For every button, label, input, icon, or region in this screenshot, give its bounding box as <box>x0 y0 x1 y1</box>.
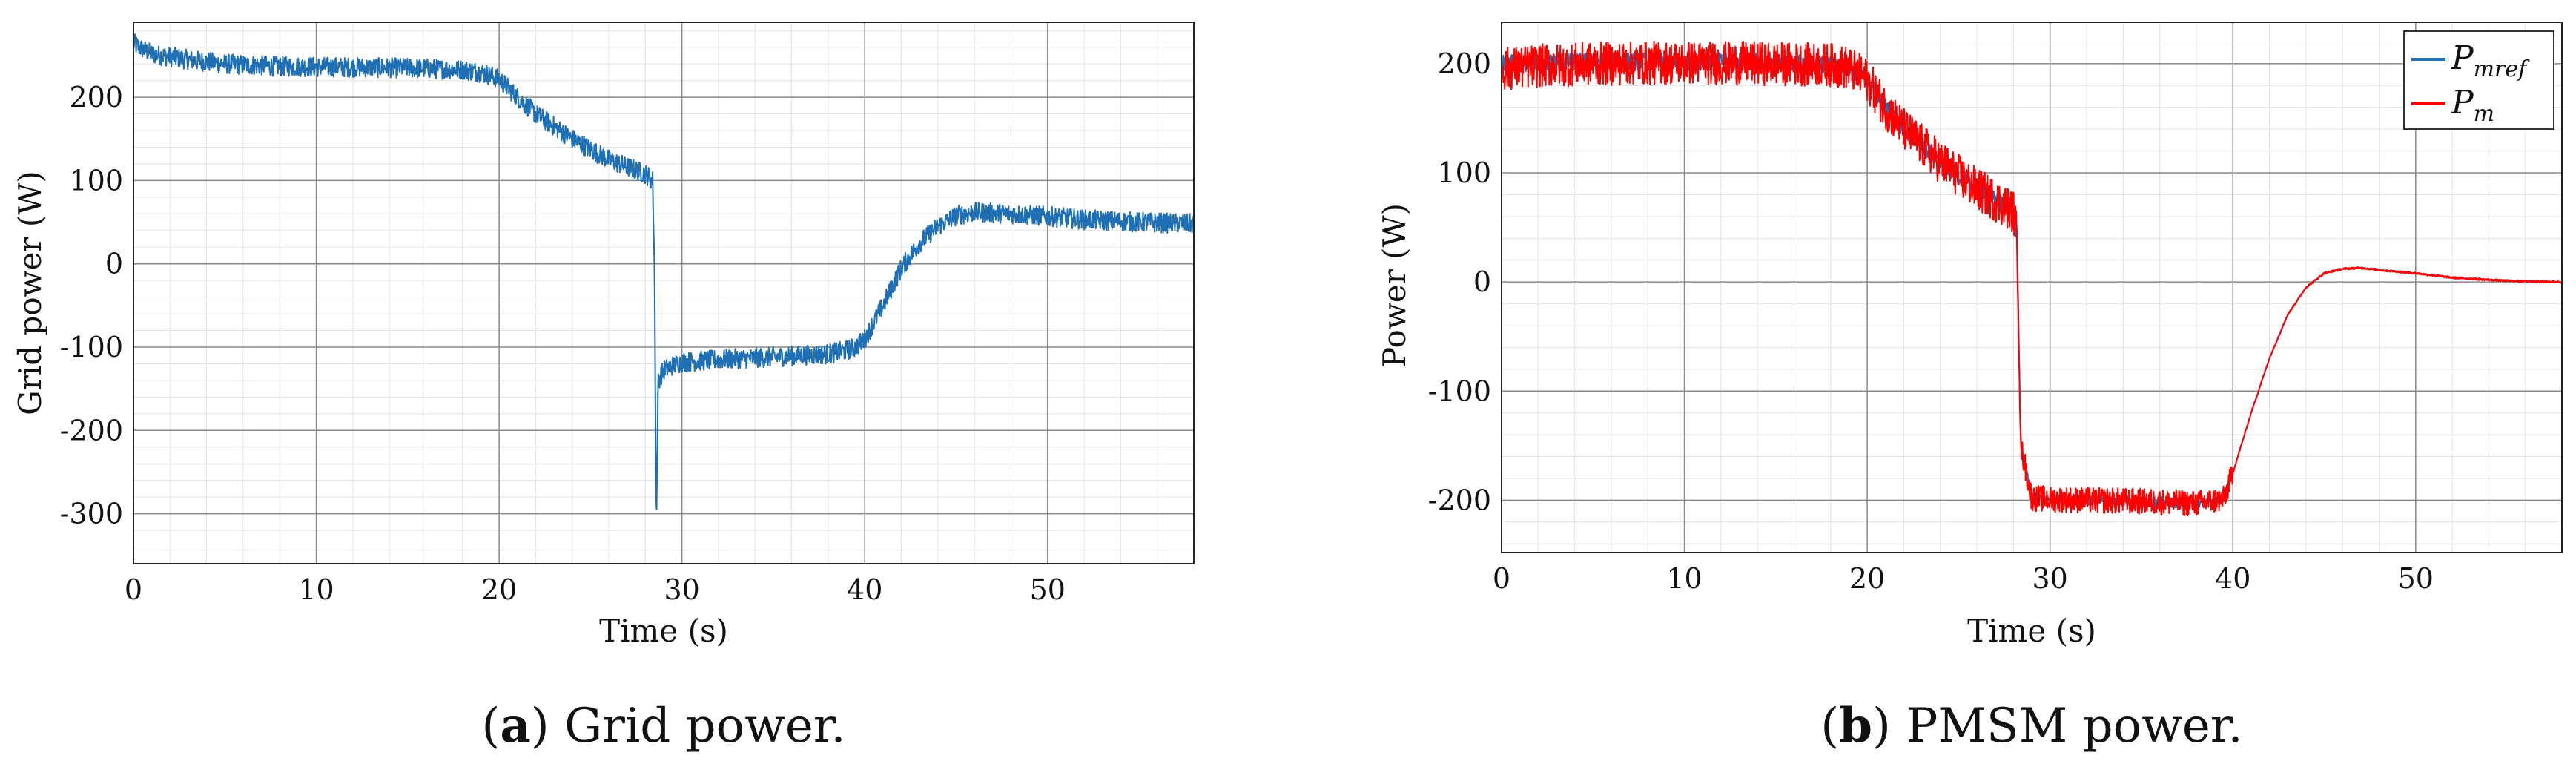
data-series <box>1501 40 2563 517</box>
y-tick-label: 200 <box>1437 47 1491 80</box>
x-tick-labels: 0 10 20 30 40 50 <box>125 573 1066 606</box>
y-tick-label: -100 <box>60 331 123 363</box>
chart-panel-pmsm-power: 0 10 20 30 40 50 200 100 0 -100 -200 Time (s) Pow… <box>1376 22 2563 754</box>
x-tick-label: 50 <box>2398 562 2434 595</box>
major-grid <box>133 22 1194 564</box>
x-tick-label: 20 <box>481 573 517 606</box>
series-line-p-m <box>1501 40 2563 517</box>
data-series <box>133 33 1195 511</box>
caption-a: (a) Grid power. <box>481 698 845 754</box>
x-tick-label: 10 <box>298 573 334 606</box>
x-axis-label: Time (s) <box>599 613 728 649</box>
plot-area <box>1502 22 2562 553</box>
plot-frame <box>1501 22 2563 553</box>
x-tick-labels: 0 10 20 30 40 50 <box>1493 562 2434 595</box>
y-tick-label: -300 <box>60 498 123 530</box>
plot-area <box>133 22 1194 564</box>
plot-frame <box>133 22 1195 564</box>
y-tick-label: -200 <box>60 414 123 447</box>
x-tick-label: 30 <box>664 573 699 606</box>
y-axis-label: Grid power (W) <box>12 171 48 415</box>
x-tick-label: 0 <box>125 573 142 606</box>
caption-b: (b) PMSM power. <box>1820 698 2242 754</box>
y-tick-labels: 200 100 0 -100 -200 -300 <box>60 81 123 530</box>
legend-label-p-mref: Pmref <box>2451 39 2530 82</box>
y-tick-label: 100 <box>1437 157 1491 189</box>
y-tick-label: -200 <box>1428 484 1491 516</box>
y-axis-label: Power (W) <box>1376 203 1413 368</box>
y-tick-label: 200 <box>69 81 123 113</box>
caption-label-a: a <box>500 698 530 754</box>
legend: Pmref Pm <box>2403 30 2554 130</box>
legend-label-p-m: Pm <box>2451 84 2494 127</box>
series-line-grid-power <box>133 33 1195 511</box>
x-tick-label: 10 <box>1666 562 1702 595</box>
x-tick-label: 40 <box>2215 562 2250 595</box>
x-tick-label: 20 <box>1849 562 1885 595</box>
caption-label-b: b <box>1839 698 1872 754</box>
caption-text-a: Grid power. <box>564 699 846 754</box>
y-tick-label: 100 <box>69 164 123 197</box>
x-axis-label: Time (s) <box>1967 613 2096 649</box>
x-tick-label: 40 <box>847 573 882 606</box>
caption-text-b: PMSM power. <box>1906 699 2242 754</box>
legend-box <box>2403 30 2554 130</box>
x-tick-label: 30 <box>2032 562 2067 595</box>
y-tick-label: -100 <box>1428 375 1491 407</box>
y-tick-labels: 200 100 0 -100 -200 <box>1428 47 1491 516</box>
y-tick-label: 0 <box>1473 266 1491 298</box>
x-tick-label: 50 <box>1030 573 1066 606</box>
x-tick-label: 0 <box>1493 562 1510 595</box>
y-tick-label: 0 <box>105 248 123 280</box>
chart-panel-grid-power: 0 10 20 30 40 50 200 100 0 -100 -200 -300 Time (s)… <box>12 22 1195 754</box>
